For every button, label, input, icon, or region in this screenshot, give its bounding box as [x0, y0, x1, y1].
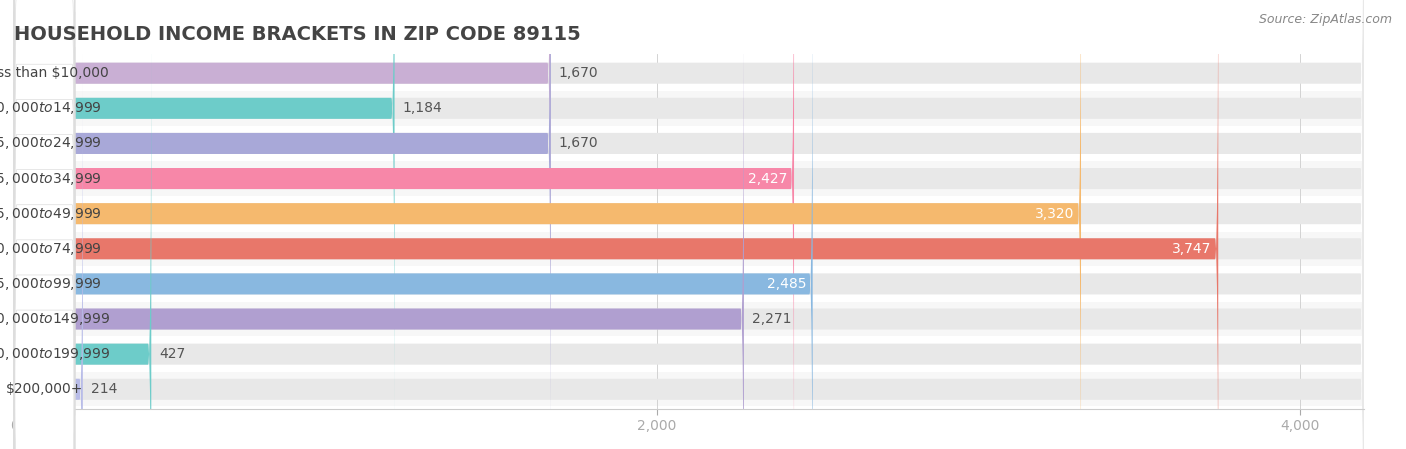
FancyBboxPatch shape — [14, 117, 75, 449]
Text: 1,670: 1,670 — [558, 66, 599, 80]
FancyBboxPatch shape — [14, 188, 75, 449]
Bar — [14, 126, 1364, 161]
FancyBboxPatch shape — [14, 0, 75, 310]
Bar — [14, 337, 1364, 371]
Text: 2,271: 2,271 — [752, 312, 792, 326]
FancyBboxPatch shape — [14, 0, 1364, 449]
Text: $100,000 to $149,999: $100,000 to $149,999 — [0, 311, 111, 327]
FancyBboxPatch shape — [14, 0, 744, 449]
FancyBboxPatch shape — [14, 13, 1364, 449]
Bar — [14, 372, 1364, 406]
Text: Less than $10,000: Less than $10,000 — [0, 66, 108, 80]
FancyBboxPatch shape — [14, 12, 75, 415]
Text: 1,670: 1,670 — [558, 136, 599, 150]
FancyBboxPatch shape — [14, 0, 75, 380]
Text: $50,000 to $74,999: $50,000 to $74,999 — [0, 241, 101, 257]
FancyBboxPatch shape — [14, 0, 75, 275]
Text: 2,427: 2,427 — [748, 172, 787, 185]
FancyBboxPatch shape — [14, 0, 551, 414]
Text: HOUSEHOLD INCOME BRACKETS IN ZIP CODE 89115: HOUSEHOLD INCOME BRACKETS IN ZIP CODE 89… — [14, 25, 581, 44]
Bar — [14, 91, 1364, 126]
FancyBboxPatch shape — [14, 0, 1364, 449]
FancyBboxPatch shape — [14, 0, 1364, 414]
FancyBboxPatch shape — [14, 47, 75, 449]
Text: $150,000 to $199,999: $150,000 to $199,999 — [0, 346, 111, 362]
Bar — [14, 267, 1364, 301]
FancyBboxPatch shape — [14, 0, 551, 449]
FancyBboxPatch shape — [14, 0, 395, 449]
Text: 2,485: 2,485 — [766, 277, 806, 291]
Bar — [14, 232, 1364, 266]
FancyBboxPatch shape — [14, 152, 75, 449]
FancyBboxPatch shape — [14, 0, 794, 449]
FancyBboxPatch shape — [14, 0, 1364, 449]
Text: 1,184: 1,184 — [402, 101, 443, 115]
FancyBboxPatch shape — [14, 0, 1364, 449]
Bar — [14, 161, 1364, 196]
Text: 427: 427 — [159, 347, 186, 361]
FancyBboxPatch shape — [14, 0, 1364, 449]
Text: $75,000 to $99,999: $75,000 to $99,999 — [0, 276, 101, 292]
Text: $15,000 to $24,999: $15,000 to $24,999 — [0, 136, 101, 151]
FancyBboxPatch shape — [14, 0, 1218, 449]
FancyBboxPatch shape — [14, 0, 1364, 449]
Text: Source: ZipAtlas.com: Source: ZipAtlas.com — [1258, 13, 1392, 26]
Bar — [14, 56, 1364, 90]
Text: $35,000 to $49,999: $35,000 to $49,999 — [0, 206, 101, 222]
FancyBboxPatch shape — [14, 0, 1081, 449]
Bar — [14, 197, 1364, 231]
FancyBboxPatch shape — [14, 0, 813, 449]
FancyBboxPatch shape — [14, 48, 1364, 449]
Text: 214: 214 — [91, 382, 117, 396]
FancyBboxPatch shape — [14, 82, 75, 449]
FancyBboxPatch shape — [14, 48, 83, 449]
Text: $10,000 to $14,999: $10,000 to $14,999 — [0, 100, 101, 116]
Text: 3,747: 3,747 — [1173, 242, 1212, 256]
Bar — [14, 302, 1364, 336]
Text: 3,320: 3,320 — [1035, 207, 1074, 220]
FancyBboxPatch shape — [14, 13, 152, 449]
FancyBboxPatch shape — [14, 0, 75, 345]
Text: $200,000+: $200,000+ — [6, 382, 83, 396]
Text: $25,000 to $34,999: $25,000 to $34,999 — [0, 171, 101, 186]
FancyBboxPatch shape — [14, 0, 1364, 449]
